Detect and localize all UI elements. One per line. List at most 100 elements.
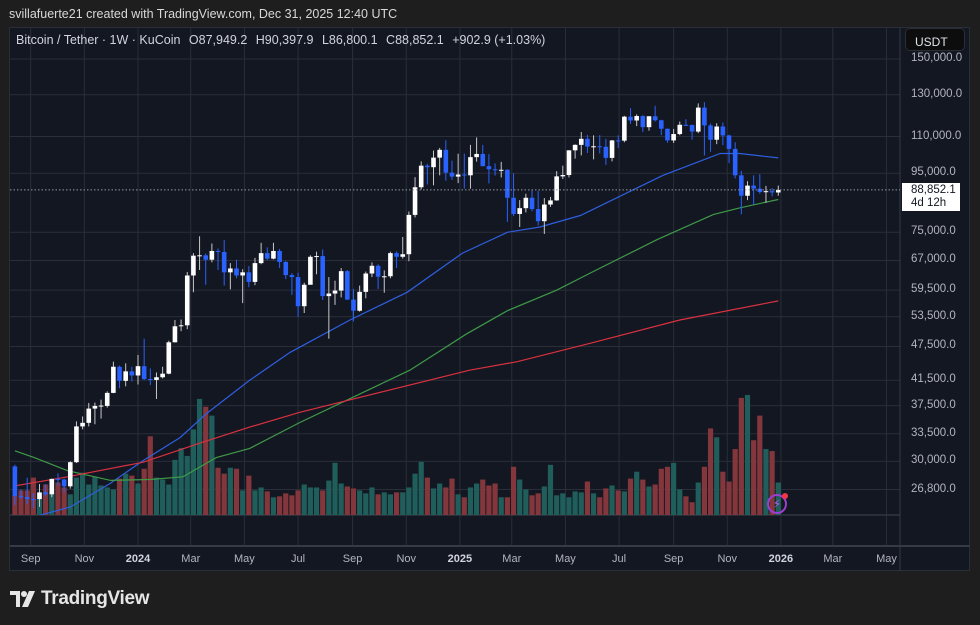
candle-body xyxy=(591,146,596,148)
volume-bar xyxy=(338,483,344,515)
volume-bar xyxy=(276,496,283,515)
candle-body xyxy=(264,253,270,259)
volume-bar xyxy=(461,497,467,515)
volume-bar xyxy=(769,451,775,515)
price-tick-label: 67,000.0 xyxy=(911,253,956,266)
volume-bar xyxy=(110,489,116,515)
volume-bar xyxy=(504,497,510,515)
volume-bar xyxy=(141,468,147,515)
candle-body xyxy=(289,275,295,278)
volume-bar xyxy=(437,483,443,515)
candle-body xyxy=(172,326,178,343)
candle-body xyxy=(492,169,498,171)
volume-bar xyxy=(517,479,523,515)
price-tick-label: 26,800.0 xyxy=(911,482,956,495)
candle-body xyxy=(314,256,319,258)
price-tick-label: 75,000.0 xyxy=(911,225,956,238)
ohlc-close: C88,852.1 xyxy=(386,33,444,47)
volume-bar xyxy=(683,496,689,515)
candle-body xyxy=(135,366,141,376)
volume-bar xyxy=(86,484,92,515)
volume-bar xyxy=(153,477,160,515)
candle-body xyxy=(461,174,467,176)
candle-body xyxy=(31,499,36,501)
volume-bar xyxy=(350,488,357,515)
lightning-bolt-icon[interactable]: ⚡︎ xyxy=(767,494,787,514)
volume-bar xyxy=(246,475,252,515)
volume-bar xyxy=(701,466,707,515)
price-tick-label: 59,500.0 xyxy=(911,283,956,296)
symbol-name[interactable]: Bitcoin / Tether · 1W · KuCoin xyxy=(16,33,181,47)
candle-body xyxy=(18,496,24,498)
candle-body xyxy=(308,256,313,285)
candle-body xyxy=(80,422,85,427)
time-tick-label: Sep xyxy=(20,553,41,565)
volume-bar xyxy=(166,484,172,515)
candle-body xyxy=(615,140,621,142)
candle-body xyxy=(184,275,190,326)
candle-body xyxy=(628,116,633,121)
candle-body xyxy=(345,271,350,300)
candle-body xyxy=(739,175,744,196)
volume-bar xyxy=(757,415,763,515)
volume-bar xyxy=(449,478,455,515)
volume-bar xyxy=(677,489,683,515)
volume-bar xyxy=(289,495,295,515)
volume-bar xyxy=(381,492,387,515)
candle-body xyxy=(505,169,510,198)
moving-average-line xyxy=(14,300,779,487)
candle-body xyxy=(652,116,658,121)
time-tick-label: 2024 xyxy=(125,553,151,565)
candle-body xyxy=(418,165,424,188)
volume-bar xyxy=(147,436,153,515)
candle-body xyxy=(92,405,98,409)
time-tick-label: Mar xyxy=(823,553,843,565)
volume-bar xyxy=(597,497,603,515)
volume-bar xyxy=(190,429,197,515)
volume-bar xyxy=(375,494,381,515)
candle-body xyxy=(659,120,664,129)
volume-bar xyxy=(738,397,744,515)
volume-bar xyxy=(363,493,369,515)
volume-bar xyxy=(221,473,227,515)
price-tick-label: 130,000.0 xyxy=(911,87,963,100)
volume-bar xyxy=(295,490,301,515)
candle-body xyxy=(640,116,646,128)
volume-bar xyxy=(744,394,751,515)
volume-bar xyxy=(510,466,517,515)
volume-bar xyxy=(443,487,449,515)
volume-bar xyxy=(455,494,461,515)
volume-bar xyxy=(560,493,566,515)
candle-body xyxy=(486,166,492,170)
volume-bar xyxy=(116,478,123,515)
volume-bar xyxy=(412,473,418,515)
candle-body xyxy=(585,138,590,147)
candle-body xyxy=(246,272,252,282)
volume-bar xyxy=(535,493,541,515)
candle-body xyxy=(622,116,627,141)
volume-bar xyxy=(572,491,578,515)
candle-body xyxy=(437,149,442,158)
currency-button[interactable]: USDT xyxy=(905,28,965,51)
candle-body xyxy=(326,293,332,297)
volume-bar xyxy=(492,483,498,515)
price-tick-label: 110,000.0 xyxy=(911,129,962,142)
candle-body xyxy=(603,146,609,158)
tradingview-logo[interactable]: TradingView xyxy=(10,588,150,610)
volume-bar xyxy=(357,490,363,515)
candle-body xyxy=(129,371,135,376)
candle-body xyxy=(104,392,110,406)
time-tick-label: Nov xyxy=(396,553,417,565)
candle-body xyxy=(560,175,566,177)
candle-body xyxy=(295,277,301,307)
volume-bar xyxy=(578,492,584,515)
time-tick-label: Sep xyxy=(663,553,684,565)
last-price-label: 88,852.1 4d 12h xyxy=(902,182,960,211)
chart-frame[interactable] xyxy=(9,27,970,571)
volume-bar xyxy=(215,467,221,515)
time-tick-label: 2025 xyxy=(447,553,473,565)
volume-bar xyxy=(523,489,529,515)
candle-body xyxy=(351,299,356,311)
candle-body xyxy=(406,214,412,255)
